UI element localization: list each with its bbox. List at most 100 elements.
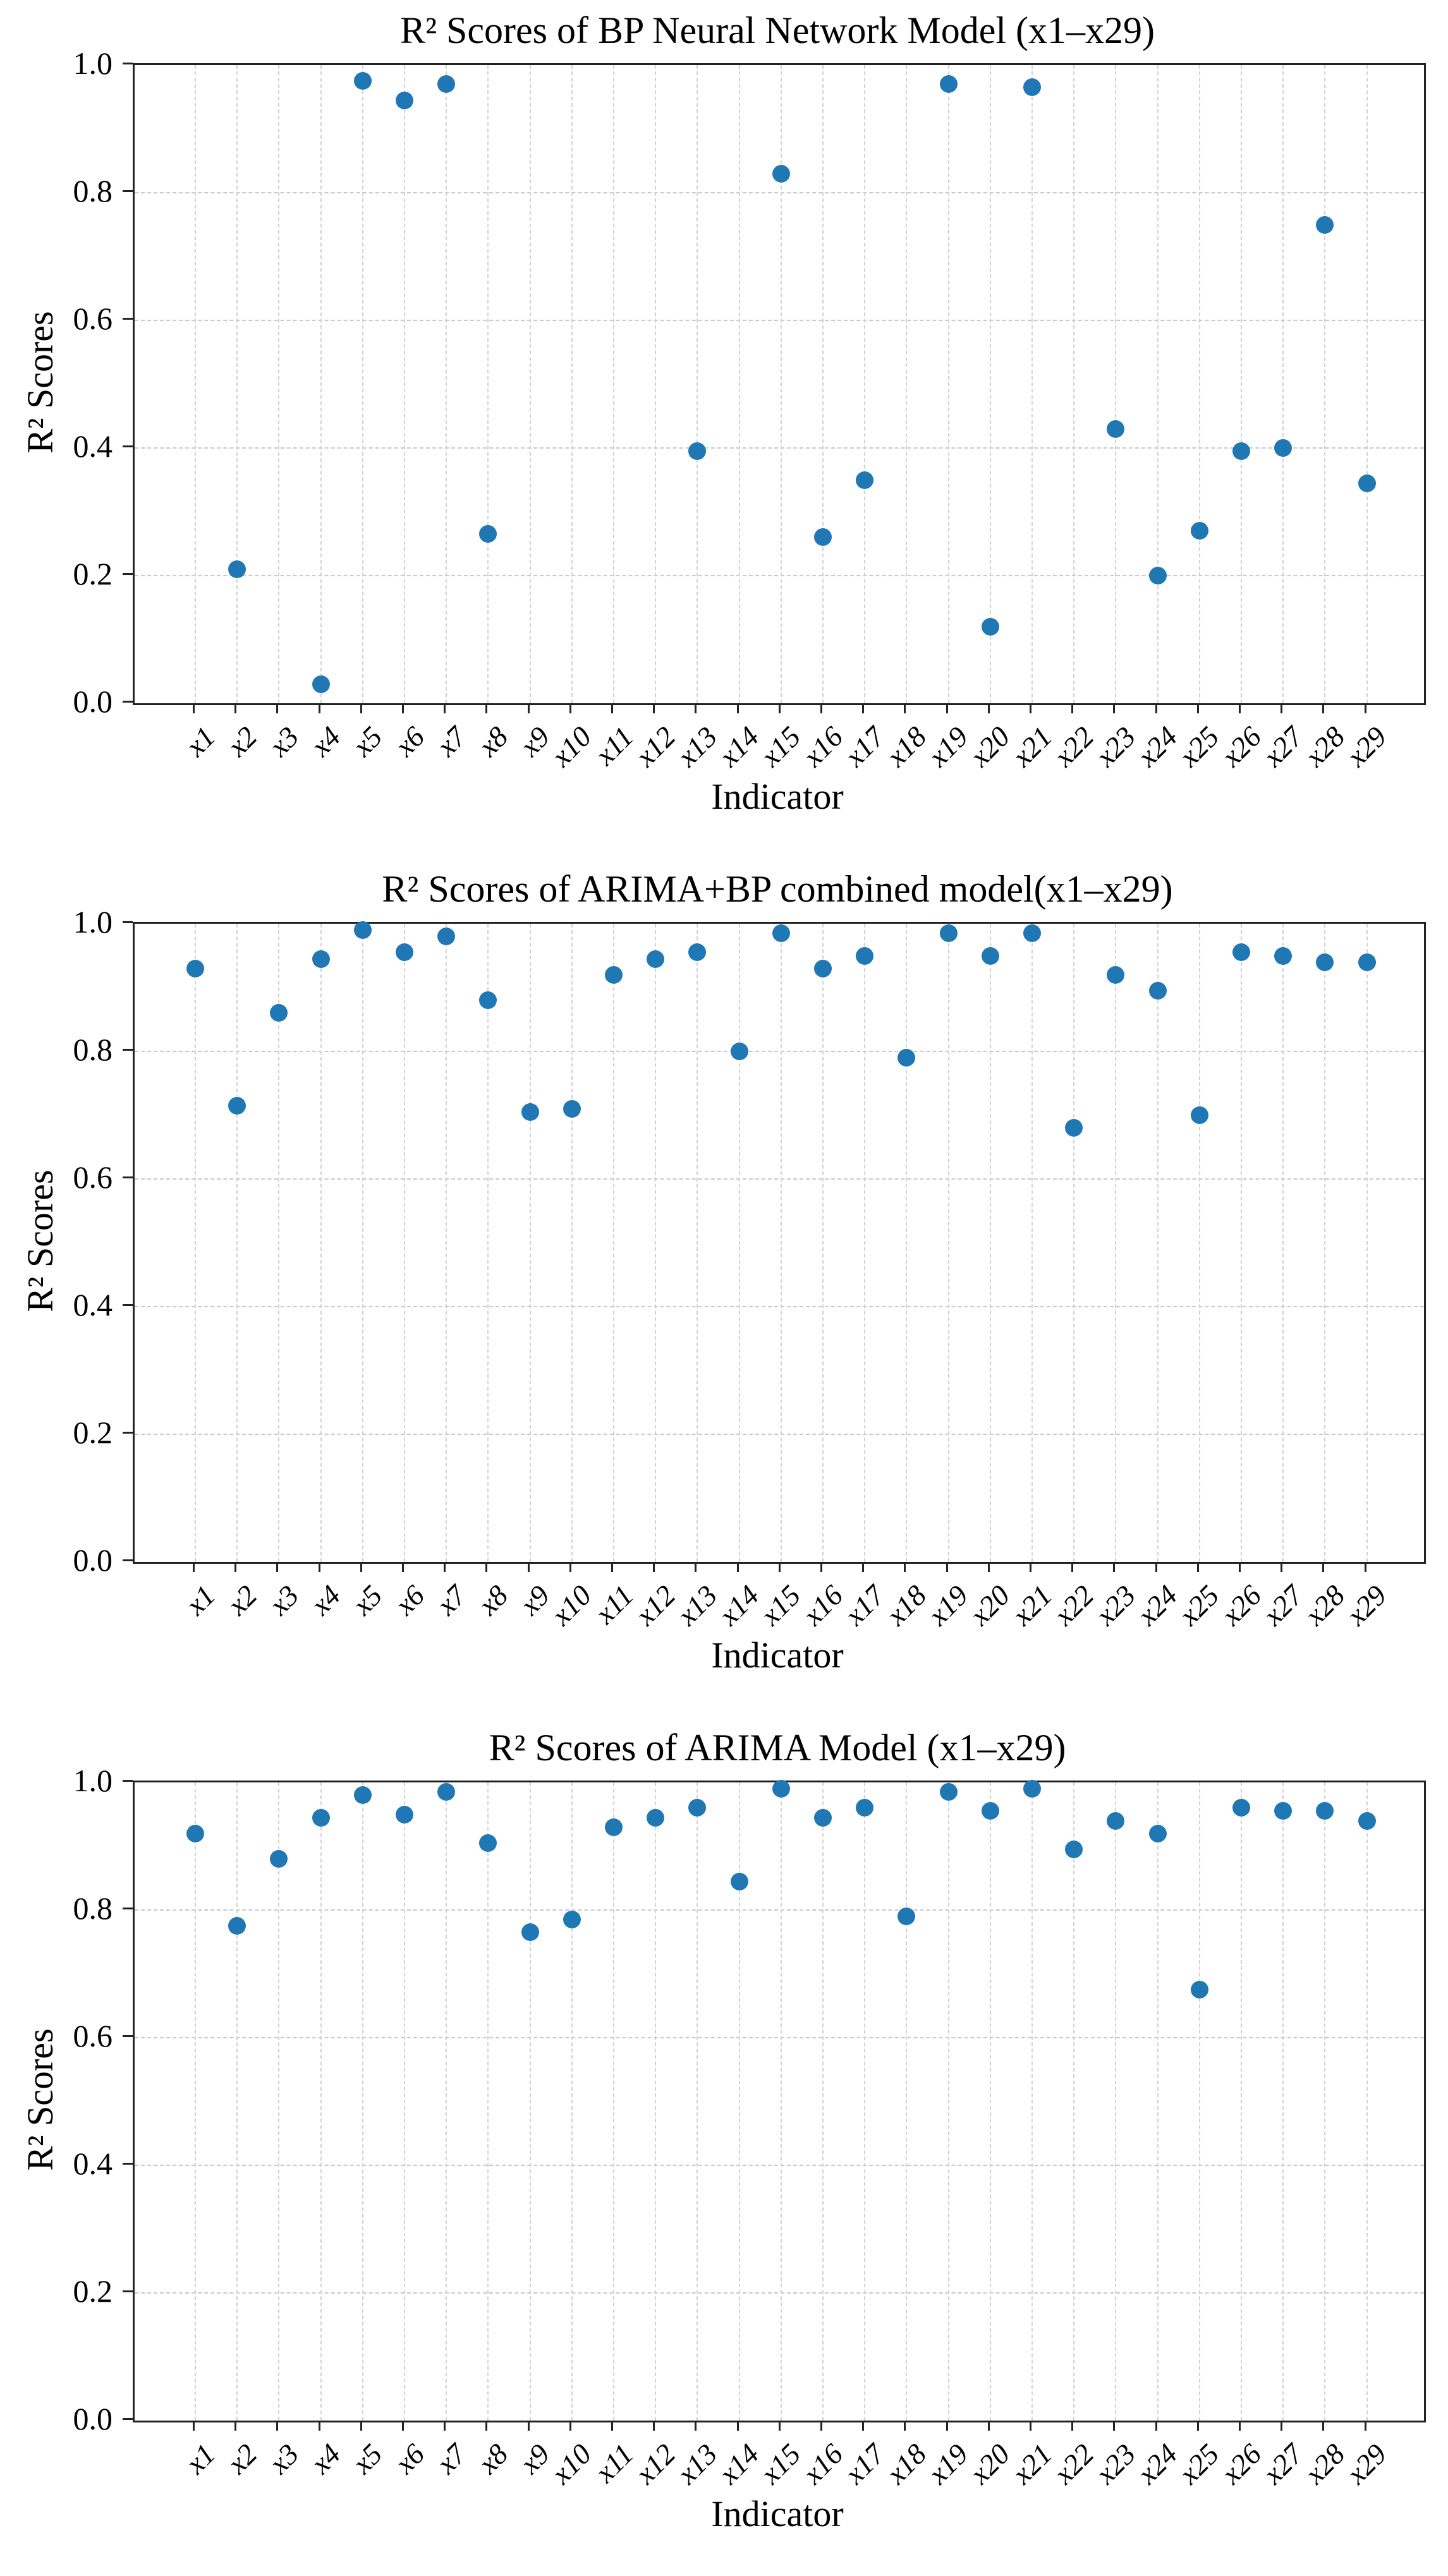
x-tick-mark: [653, 703, 655, 713]
x-tick-label: x8: [472, 1578, 514, 1621]
point-x20: [981, 946, 999, 965]
x-tick-label: x11: [588, 2437, 640, 2489]
y-tick-label: 0.8: [73, 1032, 113, 1067]
x-gridline: [1031, 65, 1033, 703]
x-gridline: [906, 65, 908, 703]
x-tick-label: x11: [588, 720, 640, 771]
y-tick-mark: [123, 1432, 133, 1434]
x-tick-mark: [318, 1562, 320, 1572]
x-tick-label: x25: [1172, 2437, 1226, 2490]
x-tick-mark: [569, 1562, 571, 1572]
point-x10: [563, 1911, 581, 1929]
point-x18: [897, 1908, 916, 1926]
x-tick-mark: [1071, 703, 1074, 713]
point-x18: [897, 1049, 916, 1067]
point-x16: [814, 959, 832, 977]
x-tick-label: x4: [304, 2437, 347, 2480]
point-x3: [270, 1850, 288, 1868]
x-tick-label: x8: [472, 2437, 514, 2480]
point-x29: [1358, 1811, 1376, 1830]
x-tick-label: x15: [754, 720, 807, 773]
y-tick-label: 0.4: [73, 2146, 113, 2181]
x-gridline: [1031, 1782, 1033, 2421]
point-x29: [1358, 474, 1376, 492]
point-x25: [1190, 1106, 1208, 1124]
x-tick-mark: [820, 703, 822, 713]
y-gridline: [135, 2165, 1424, 2166]
x-tick-mark: [1155, 1562, 1157, 1572]
point-x22: [1065, 1841, 1083, 1859]
x-gridline: [195, 65, 196, 703]
x-tick-label: x25: [1172, 1578, 1226, 1631]
point-x21: [1023, 924, 1041, 943]
x-gridline: [780, 65, 782, 703]
x-tick-label: x8: [472, 720, 514, 763]
x-gridline: [989, 65, 991, 703]
y-tick-label: 0.2: [73, 556, 113, 591]
point-x24: [1148, 567, 1167, 584]
x-tick-mark: [1364, 703, 1366, 713]
x-gridline: [1073, 924, 1075, 1562]
point-x15: [772, 1780, 790, 1798]
x-tick-mark: [862, 703, 865, 713]
x-tick-mark: [611, 1562, 613, 1572]
x-tick-mark: [1113, 1562, 1116, 1572]
x-tick-mark: [318, 703, 320, 713]
point-x23: [1107, 965, 1125, 984]
x-gridline: [1157, 924, 1159, 1562]
x-gridline: [655, 65, 657, 703]
x-gridline: [1282, 1782, 1284, 2421]
x-tick-label: x3: [262, 1578, 305, 1621]
x-tick-mark: [444, 703, 446, 713]
y-gridline: [135, 575, 1424, 576]
x-gridline: [1198, 65, 1200, 703]
x-gridline: [236, 65, 238, 703]
x-gridline: [571, 1782, 573, 2421]
x-tick-mark: [527, 1562, 530, 1572]
x-tick-label: x15: [754, 1578, 807, 1631]
point-x28: [1316, 215, 1334, 234]
x-tick-mark: [485, 1562, 488, 1572]
x-tick-label: x9: [513, 2437, 556, 2480]
x-tick-mark: [736, 2421, 739, 2431]
point-x24: [1148, 982, 1167, 1000]
point-x2: [228, 560, 246, 578]
x-tick-label: x2: [221, 720, 264, 763]
x-tick-mark: [1281, 1562, 1283, 1572]
y-tick-label: 0.8: [73, 1890, 113, 1926]
x-tick-mark: [946, 1562, 948, 1572]
x-tick-label: x7: [430, 2437, 473, 2480]
point-x17: [856, 471, 874, 489]
x-gridline: [236, 1782, 238, 2421]
x-gridline: [404, 1782, 405, 2421]
point-x13: [688, 1799, 707, 1817]
point-x23: [1107, 1811, 1125, 1830]
x-tick-mark: [276, 703, 279, 713]
x-gridline: [1115, 924, 1117, 1562]
y-gridline: [135, 1909, 1424, 1911]
y-tick-mark: [123, 2163, 133, 2165]
x-tick-mark: [360, 1562, 362, 1572]
x-gridline: [1241, 1782, 1242, 2421]
point-x1: [186, 959, 204, 977]
x-gridline: [613, 924, 614, 1562]
x-gridline: [1157, 65, 1159, 703]
x-tick-mark: [904, 703, 906, 713]
x-gridline: [1115, 65, 1117, 703]
x-gridline: [989, 924, 991, 1562]
y-tick-mark: [123, 1559, 133, 1561]
x-tick-mark: [193, 1562, 195, 1572]
point-x5: [353, 72, 372, 90]
x-tick-mark: [695, 1562, 697, 1572]
x-gridline: [487, 65, 489, 703]
y-tick-label: 0.6: [73, 2018, 113, 2053]
point-x8: [479, 991, 497, 1010]
x-tick-mark: [1281, 703, 1283, 713]
x-tick-label: x1: [179, 720, 221, 763]
y-tick-label: 0.6: [73, 1159, 113, 1195]
x-gridline: [906, 924, 908, 1562]
point-x15: [772, 924, 790, 943]
y-tick-label: 0.4: [73, 428, 113, 464]
point-x17: [856, 946, 874, 965]
point-x19: [939, 1783, 958, 1801]
